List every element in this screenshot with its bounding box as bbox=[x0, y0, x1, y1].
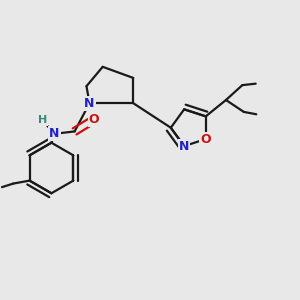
Text: N: N bbox=[84, 97, 95, 110]
Text: N: N bbox=[49, 127, 60, 140]
Text: O: O bbox=[200, 133, 211, 146]
Text: N: N bbox=[179, 140, 189, 153]
Text: H: H bbox=[38, 116, 47, 125]
Text: O: O bbox=[88, 113, 99, 126]
